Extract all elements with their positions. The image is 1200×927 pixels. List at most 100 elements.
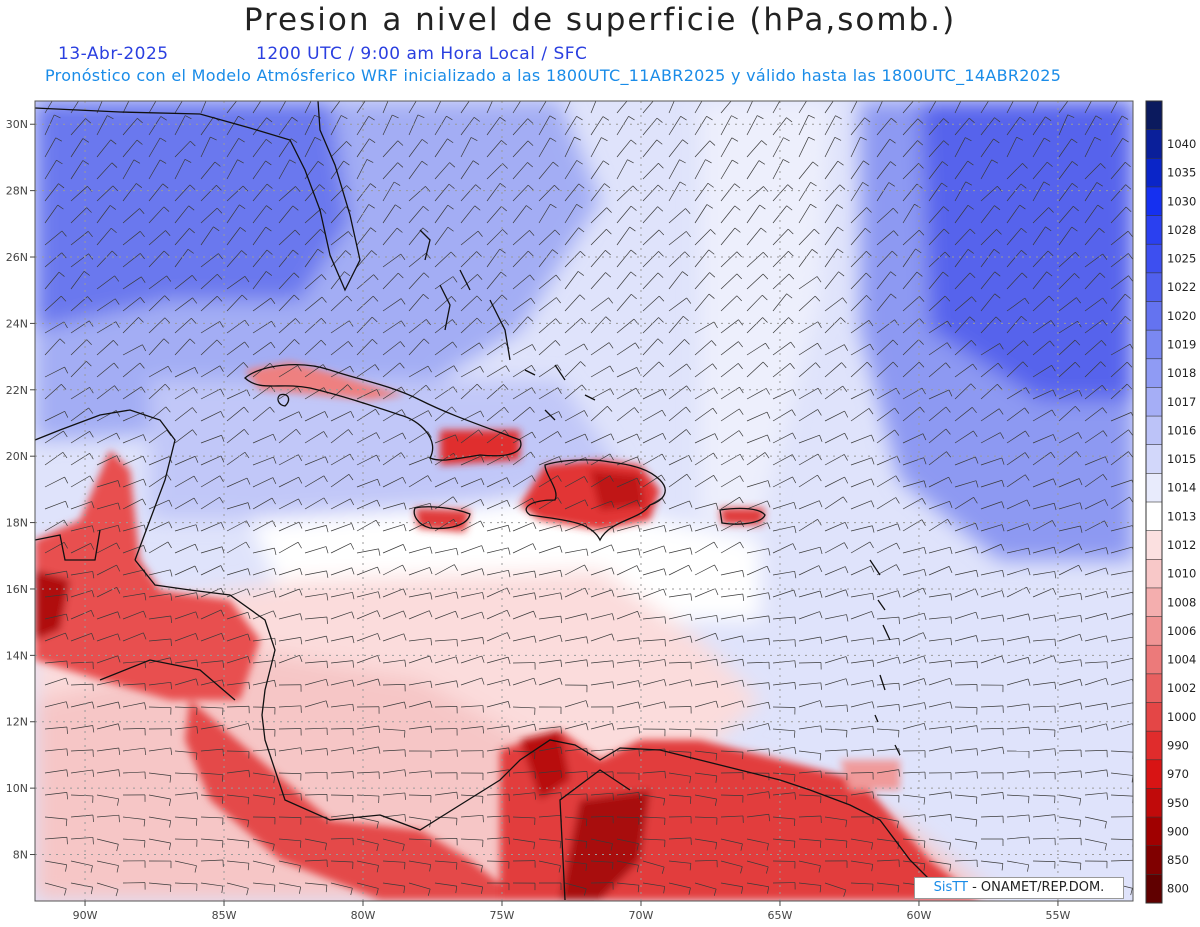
wind-barb	[1006, 613, 1029, 620]
wind-barb-flag	[896, 542, 901, 550]
wind-barb	[330, 523, 352, 532]
wind-barb	[44, 500, 66, 510]
wind-barb-flag	[115, 321, 120, 328]
wind-barb	[1006, 250, 1022, 268]
wind-barb-flag	[117, 611, 121, 619]
wind-barb-flag	[295, 429, 301, 435]
wind-barb-flag	[949, 864, 952, 872]
wind-barb	[486, 206, 502, 224]
wind-barb-flag	[715, 775, 718, 783]
model-info: Pronóstico con el Modelo Atmósferico WRF…	[45, 66, 1062, 85]
wind-barb	[408, 114, 419, 136]
wind-barb-flag	[586, 548, 589, 556]
wind-barb	[408, 521, 430, 532]
colorbar-swatch	[1146, 387, 1162, 417]
wind-barb-flag	[1101, 340, 1107, 346]
wind-barb-flag	[1051, 409, 1056, 417]
wind-barb	[746, 723, 769, 730]
wind-barb-flag	[142, 498, 147, 506]
wind-barb	[1084, 567, 1106, 576]
wind-barb-flag	[923, 863, 926, 871]
wind-barb	[616, 637, 639, 642]
wind-barb	[902, 612, 925, 620]
wind-barb	[70, 475, 91, 488]
wind-barb-flag	[192, 407, 197, 414]
wind-barb	[512, 723, 535, 730]
wind-barb-flag	[557, 497, 562, 504]
wind-barb	[512, 406, 531, 422]
wind-barb-flag	[714, 433, 719, 441]
wind-barb-flag	[90, 610, 95, 617]
colorbar-swatch	[1146, 559, 1162, 588]
wind-barb	[252, 341, 272, 356]
wind-barb-flag	[376, 821, 379, 829]
wind-barb	[850, 701, 873, 708]
wind-barb-flag	[298, 498, 303, 506]
wind-barb-flag	[452, 319, 457, 326]
wind-barb	[980, 101, 989, 114]
wind-barb	[642, 770, 665, 774]
wind-barb-flag	[531, 387, 536, 394]
wind-barb-flag	[712, 363, 718, 370]
colorbar-swatch	[1146, 702, 1162, 732]
wind-barb	[356, 838, 379, 845]
wind-barb-flag	[169, 842, 171, 850]
wind-barb-flag	[373, 274, 379, 281]
wind-barb-flag	[1021, 250, 1027, 256]
wind-barb	[44, 677, 66, 686]
wind-barb	[1058, 794, 1081, 799]
wind-barb-flag	[366, 159, 374, 163]
wind-barb	[148, 521, 170, 532]
wind-barb	[148, 406, 167, 422]
wind-barb-flag	[762, 361, 769, 368]
wind-barb-flag	[994, 205, 1001, 211]
wind-barb-flag	[819, 840, 822, 848]
wind-barb-flag	[846, 614, 849, 622]
wind-barb	[304, 882, 327, 886]
wind-barb	[1058, 860, 1081, 864]
wind-barb	[1084, 456, 1106, 466]
wind-barb-flag	[139, 231, 145, 238]
wind-barb-flag	[194, 544, 199, 551]
wind-barb	[590, 525, 613, 532]
wind-barb-flag	[117, 655, 121, 663]
wind-barb	[772, 454, 793, 466]
honduras-border	[99, 659, 236, 701]
wind-barb	[1032, 250, 1049, 268]
wind-barb-flag	[731, 115, 738, 120]
wind-barb-flag	[507, 525, 511, 533]
wind-barb	[200, 609, 222, 620]
wind-barb	[460, 568, 483, 576]
wind-barb	[1084, 101, 1092, 114]
wind-barb	[1110, 451, 1129, 466]
wind-barb-flag	[500, 271, 507, 277]
wind-barb-flag	[445, 93, 451, 96]
wind-barb-flag	[923, 797, 926, 805]
wind-barb-flag	[950, 593, 953, 601]
wind-barb-flag	[370, 183, 377, 189]
colorbar-swatch	[1146, 473, 1162, 502]
wind-barb	[902, 587, 924, 598]
wind-barb	[174, 706, 197, 709]
wind-barb-flag	[819, 547, 823, 555]
wind-barb-flag	[506, 477, 511, 485]
wind-barb-flag	[246, 520, 251, 528]
wind-barb-flag	[549, 137, 557, 142]
wind-barb	[148, 295, 165, 312]
wind-barb-flag	[794, 682, 797, 690]
wind-barb	[70, 632, 92, 642]
wind-barb	[980, 186, 998, 202]
wind-barb-flag	[478, 429, 484, 436]
wind-barb-flag	[574, 93, 580, 96]
wind-barb-flag	[663, 568, 667, 576]
wind-barb	[382, 409, 402, 422]
wind-barb-flag	[638, 659, 641, 668]
wind-barb-flag	[740, 866, 743, 874]
wind-barb	[44, 816, 67, 820]
wind-barb-flag	[118, 701, 121, 709]
mexico-guatemala-border	[35, 529, 101, 561]
wind-barb-flag	[391, 93, 397, 96]
cuba-outline	[244, 364, 522, 461]
wind-barb	[798, 546, 821, 554]
wind-barb-flag	[423, 338, 430, 344]
